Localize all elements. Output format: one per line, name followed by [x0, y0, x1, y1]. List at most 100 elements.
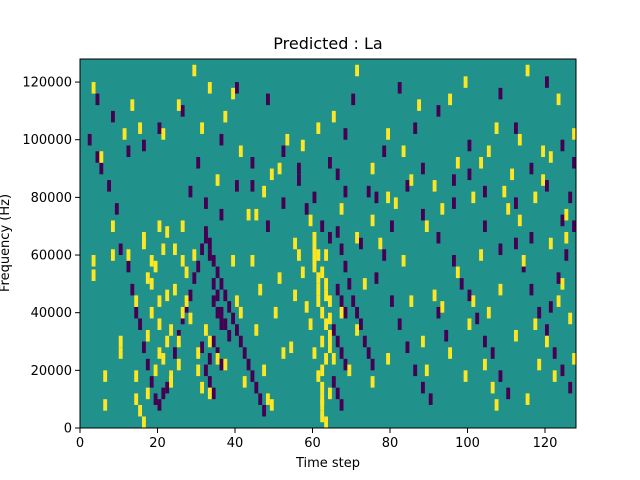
heatmap-cell-high	[196, 364, 201, 377]
heatmap-cell-high	[207, 387, 212, 400]
heatmap-cell-high	[157, 295, 162, 307]
heatmap-cell-low	[335, 283, 340, 296]
heatmap-cell-high	[103, 370, 108, 382]
heatmap-cell-low	[111, 110, 115, 123]
heatmap-cell-high	[142, 416, 146, 428]
heatmap-cell-high	[242, 376, 247, 388]
heatmap-cell-low	[200, 243, 205, 256]
heatmap-cell-high	[401, 145, 406, 158]
heatmap-cell-low	[188, 289, 193, 302]
heatmap-cell-low	[467, 139, 472, 152]
heatmap-cell-low	[145, 358, 150, 371]
heatmap-cell-high	[486, 145, 491, 158]
heatmap-cell-high	[157, 220, 162, 232]
heatmap-cell-high	[537, 358, 542, 371]
heatmap-cell-low	[370, 358, 375, 371]
heatmap-cell-high	[180, 220, 185, 232]
heatmap-cell-low	[452, 197, 456, 209]
heatmap-cell-high	[320, 266, 325, 279]
heatmap-cell-high	[483, 358, 487, 371]
heatmap-cell-high	[200, 122, 205, 134]
heatmap-cell-high	[541, 145, 546, 158]
heatmap-cell-high	[370, 376, 375, 388]
heatmap-cell-low	[362, 335, 367, 348]
heatmap-cell-high	[448, 347, 453, 359]
heatmap-cell-low	[223, 318, 228, 330]
heatmap-cell-high	[142, 231, 146, 244]
heatmap-cell-low	[184, 301, 189, 313]
heatmap-cell-low	[165, 381, 170, 394]
heatmap-cell-low	[498, 87, 503, 100]
heatmap-cell-low	[339, 295, 344, 307]
heatmap-cell-low	[250, 370, 255, 382]
heatmap-cell-high	[355, 64, 360, 77]
heatmap-cell-high	[297, 249, 301, 261]
heatmap-cell-high	[541, 174, 546, 186]
heatmap-cell-high	[161, 128, 166, 140]
x-tick-label: 20	[149, 436, 166, 451]
heatmap-cell-low	[405, 180, 410, 192]
heatmap-cell-high	[149, 278, 154, 290]
heatmap-cell-low	[219, 208, 224, 221]
heatmap-cell-high	[184, 295, 189, 307]
heatmap-cell-low	[498, 243, 503, 256]
heatmap-cell-low	[238, 335, 243, 348]
heatmap-cell-high	[324, 318, 329, 330]
heatmap-cell-low	[459, 278, 464, 290]
heatmap-cell-high	[506, 203, 511, 215]
heatmap-cell-low	[343, 128, 348, 140]
heatmap-cell-low	[200, 341, 205, 354]
heatmap-cell-high	[111, 220, 115, 232]
heatmap-cell-low	[227, 301, 232, 313]
heatmap-cell-high	[312, 260, 317, 273]
heatmap-cell-low	[572, 157, 577, 169]
heatmap-cell-high	[324, 353, 329, 365]
y-tick-label: 0	[64, 422, 72, 437]
heatmap-cell-low	[242, 347, 247, 359]
heatmap-cell-high	[308, 318, 313, 330]
heatmap-cell-high	[246, 208, 251, 221]
heatmap-cell-low	[556, 272, 561, 284]
heatmap-cell-high	[525, 393, 530, 405]
heatmap-cell-high	[308, 214, 313, 227]
heatmap-cell-low	[359, 318, 363, 330]
heatmap-cell-low	[231, 312, 236, 325]
heatmap-cell-low	[347, 278, 352, 290]
heatmap-cell-low	[529, 162, 534, 175]
heatmap-cell-low	[421, 381, 425, 394]
heatmap-cell-low	[382, 249, 387, 261]
heatmap-cell-low	[545, 76, 549, 88]
heatmap-cell-high	[370, 214, 375, 227]
heatmap-cell-high	[440, 203, 445, 215]
heatmap-cell-high	[200, 381, 205, 394]
heatmap-cell-high	[254, 208, 259, 221]
heatmap-cell-high	[324, 289, 329, 302]
heatmap-cell-low	[211, 295, 216, 307]
heatmap-cell-low	[95, 93, 100, 106]
heatmap-cell-low	[560, 139, 565, 152]
heatmap-cell-high	[479, 157, 484, 169]
heatmap-cell-high	[269, 399, 274, 411]
heatmap-cell-high	[161, 243, 166, 256]
heatmap-cell-high	[324, 416, 329, 428]
heatmap-cell-low	[552, 347, 557, 359]
heatmap-cell-low	[560, 214, 565, 227]
heatmap-cell-high	[138, 404, 143, 417]
heatmap-cell-low	[475, 312, 480, 325]
heatmap-cell-low	[215, 266, 220, 279]
heatmap-cell-high	[525, 64, 530, 77]
heatmap-cell-high	[312, 255, 317, 267]
heatmap-cell-low	[99, 162, 104, 175]
heatmap-cell-high	[471, 295, 476, 307]
x-tick-label: 0	[76, 436, 84, 451]
heatmap-cell-high	[432, 180, 437, 192]
heatmap-cell-high	[328, 329, 332, 342]
heatmap-cell-low	[428, 393, 433, 405]
heatmap-cell-low	[359, 237, 363, 250]
heatmap-cell-high	[455, 266, 460, 279]
heatmap-cell-high	[401, 255, 406, 267]
heatmap-cell-high	[486, 306, 491, 319]
heatmap-cell-low	[281, 145, 286, 158]
heatmap-cell-high	[153, 260, 158, 273]
